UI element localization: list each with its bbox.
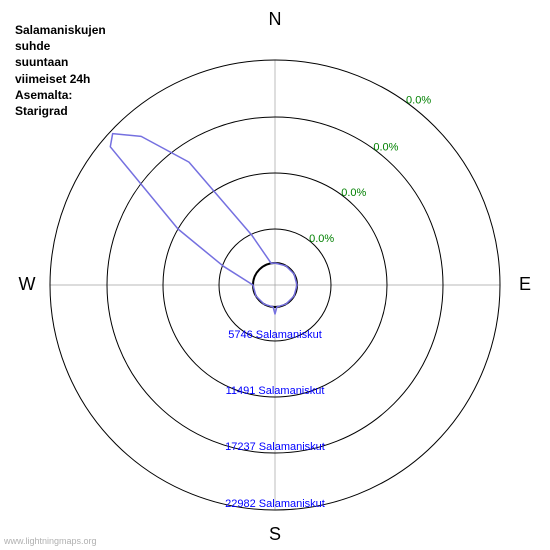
rose-polygon: [110, 134, 297, 314]
watermark: www.lightningmaps.org: [4, 536, 97, 546]
count-label-1: 11491 Salamaniskut: [226, 385, 325, 397]
count-label-3: 22982 Salamaniskut: [225, 498, 325, 510]
pct-label-3: 0.0%: [406, 95, 431, 107]
count-label-2: 17237 Salamaniskut: [225, 441, 325, 453]
compass-n: N: [269, 9, 282, 29]
compass-s: S: [269, 524, 281, 544]
compass-e: E: [519, 274, 531, 294]
polar-chart-svg: N E S W 0.0% 0.0% 0.0% 0.0% 5746 Salamaniskut 114…: [0, 0, 550, 550]
pct-label-2: 0.0%: [373, 141, 398, 153]
pct-label-1: 0.0%: [341, 187, 366, 199]
polar-chart-container: Salamaniskujensuhdesuuntaanviimeiset 24h…: [0, 0, 550, 550]
compass-w: W: [19, 274, 36, 294]
count-label-0: 5746 Salamaniskut: [228, 329, 322, 341]
pct-label-0: 0.0%: [309, 233, 334, 245]
